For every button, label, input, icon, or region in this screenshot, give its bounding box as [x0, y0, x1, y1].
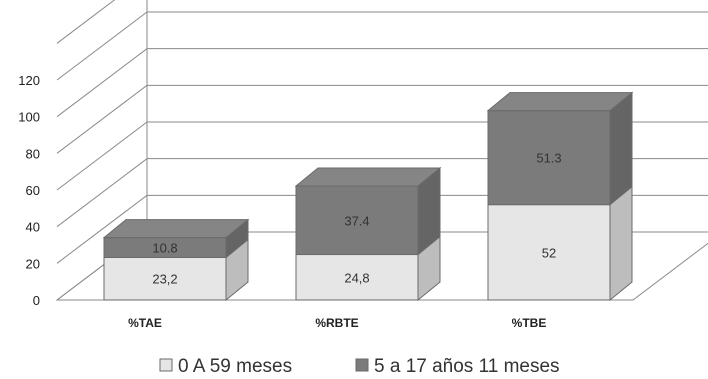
x-category-label: %RBTE [315, 316, 358, 330]
bar-segment: 10.8 [102, 218, 250, 259]
data-label: 37.4 [344, 213, 369, 228]
bar-front-face [295, 185, 419, 256]
y-axis-ticks: 0 20 40 60 80 100 120 [18, 73, 40, 308]
y-tick-label: 0 [33, 293, 40, 308]
bar-segment: 24,8 [295, 235, 441, 302]
bar-segment: 37.4 [294, 166, 442, 256]
legend-swatch [355, 358, 369, 372]
y-tick-label: 40 [26, 220, 40, 235]
legend-label: 5 a 17 años 11 meses [374, 356, 560, 377]
bar-segment: 23,2 [103, 238, 249, 302]
data-label: 51.3 [536, 151, 561, 166]
gridline-left-wall [56, 121, 148, 191]
legend-item: 5 a 17 años 11 meses [355, 356, 560, 377]
bar-front-face [103, 256, 227, 301]
y-tick-label: 120 [18, 73, 40, 88]
y-tick-label: 60 [26, 183, 40, 198]
gridline-left-wall [56, 158, 148, 228]
bar-front-face [487, 110, 611, 206]
gridline-left-wall [56, 194, 148, 264]
bar-front-face [487, 204, 611, 301]
bar-segment: 52 [487, 185, 633, 302]
x-category-label: %TAE [128, 316, 162, 330]
y-tick-label: 20 [26, 256, 40, 271]
legend-item: 0 A 59 meses [159, 356, 292, 377]
bar-top-face [294, 167, 442, 187]
x-axis-labels: %TAE %RBTE %TBE [128, 316, 546, 330]
bar-top-face [486, 92, 634, 112]
bar-front-face [295, 254, 419, 301]
x-category-label: %TBE [512, 316, 547, 330]
legend: 0 A 59 meses 5 a 17 años 11 meses [159, 356, 560, 377]
legend-label: 0 A 59 meses [178, 356, 292, 377]
bar-side-face [609, 91, 633, 206]
gridline-left-wall [56, 11, 148, 81]
bar-side-face [609, 185, 633, 302]
y-tick-label: 80 [26, 146, 40, 161]
bar-segment: 51.3 [486, 91, 634, 206]
data-label: 10.8 [152, 241, 177, 256]
gridline-left-wall [56, 84, 148, 154]
bars: 23,2 10.8 24,8 37.4 52 51.3 [102, 91, 634, 302]
bar-top-face [102, 219, 250, 239]
data-label: 24,8 [344, 270, 369, 285]
data-label: 23,2 [152, 272, 177, 287]
legend-swatch [159, 358, 173, 372]
data-label: 52 [542, 245, 556, 260]
gridline-left-wall [56, 0, 116, 44]
y-tick-label: 100 [18, 110, 40, 125]
gridline-left-wall [56, 48, 148, 118]
